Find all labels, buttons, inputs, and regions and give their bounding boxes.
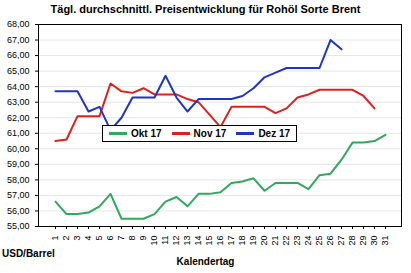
svg-text:12: 12 [171, 236, 181, 246]
svg-text:28: 28 [347, 236, 357, 246]
svg-text:59,00: 59,00 [7, 159, 30, 169]
svg-text:14: 14 [193, 236, 203, 246]
svg-text:11: 11 [160, 236, 170, 245]
svg-text:25: 25 [314, 236, 324, 246]
svg-text:63,00: 63,00 [7, 97, 30, 107]
svg-text:4: 4 [83, 236, 93, 241]
svg-text:8: 8 [127, 236, 137, 241]
svg-text:21: 21 [270, 236, 280, 246]
svg-text:5: 5 [94, 236, 104, 241]
svg-text:56,00: 56,00 [7, 206, 30, 216]
svg-text:61,00: 61,00 [7, 128, 30, 138]
svg-text:9: 9 [138, 236, 148, 241]
svg-text:17: 17 [226, 236, 236, 246]
svg-text:2: 2 [61, 236, 71, 241]
svg-text:55,00: 55,00 [7, 221, 30, 231]
svg-text:60,00: 60,00 [7, 144, 30, 154]
svg-text:31: 31 [380, 236, 390, 246]
svg-text:26: 26 [325, 236, 335, 246]
svg-text:24: 24 [303, 236, 313, 246]
html-text:Tägl. durchschnittl. Preisentw: Tägl. durchschnittl. Preisentwicklung fü… [50, 3, 361, 15]
svg-text:20: 20 [259, 236, 269, 246]
html-text:USD/Barrel: USD/Barrel [2, 248, 55, 259]
svg-text:3: 3 [72, 236, 82, 241]
svg-text:68,00: 68,00 [7, 19, 30, 29]
svg-text:62,00: 62,00 [7, 113, 30, 123]
svg-text:23: 23 [292, 236, 302, 246]
html-text:Dez 17: Dez 17 [258, 127, 291, 139]
svg-text:65,00: 65,00 [7, 66, 30, 76]
svg-text:15: 15 [204, 236, 214, 246]
svg-text:7: 7 [116, 236, 126, 241]
svg-text:16: 16 [215, 236, 225, 246]
svg-text:19: 19 [248, 236, 258, 246]
svg-text:18: 18 [237, 236, 247, 246]
html-text:Okt 17: Okt 17 [131, 127, 162, 139]
svg-text:13: 13 [182, 236, 192, 246]
svg-text:67,00: 67,00 [7, 35, 30, 45]
svg-text:57,00: 57,00 [7, 190, 30, 200]
svg-text:30: 30 [369, 236, 379, 246]
svg-text:29: 29 [358, 236, 368, 246]
html-text:Nov 17: Nov 17 [193, 127, 227, 139]
svg-text:10: 10 [149, 236, 159, 246]
svg-text:66,00: 66,00 [7, 50, 30, 60]
html-text:Kalendertag: Kalendertag [176, 256, 235, 267]
svg-text:6: 6 [105, 236, 115, 241]
svg-text:58,00: 58,00 [7, 175, 30, 185]
svg-text:27: 27 [336, 236, 346, 246]
svg-text:22: 22 [281, 236, 291, 246]
svg-text:64,00: 64,00 [7, 82, 30, 92]
svg-text:1: 1 [50, 236, 60, 241]
